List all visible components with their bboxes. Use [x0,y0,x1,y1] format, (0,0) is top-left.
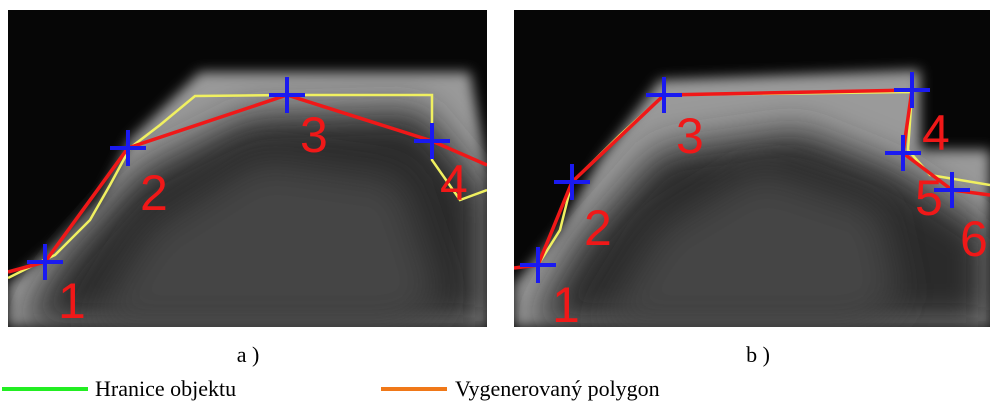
panel-caption: b ) [746,342,770,367]
point-label: 2 [584,200,612,256]
panel-caption: a ) [237,342,260,367]
point-label: 1 [552,277,580,333]
panel-b-image: 1 2 3 4 5 6 [514,10,990,333]
panel-a-image: 1 2 3 4 [8,10,487,329]
point-label: 1 [58,273,86,329]
legend-label: Vygenerovaný polygon [455,376,660,401]
point-label: 6 [960,211,988,267]
legend-label: Hranice objektu [95,376,236,401]
point-label: 3 [676,108,704,164]
point-label: 4 [440,155,468,211]
point-label: 5 [915,170,943,226]
point-label: 3 [300,107,328,163]
point-label: 4 [922,105,950,161]
point-label: 2 [140,165,168,221]
figure: 1 2 3 4 1 2 3 4 5 6 a ) b ) Hranice obje… [0,0,992,403]
